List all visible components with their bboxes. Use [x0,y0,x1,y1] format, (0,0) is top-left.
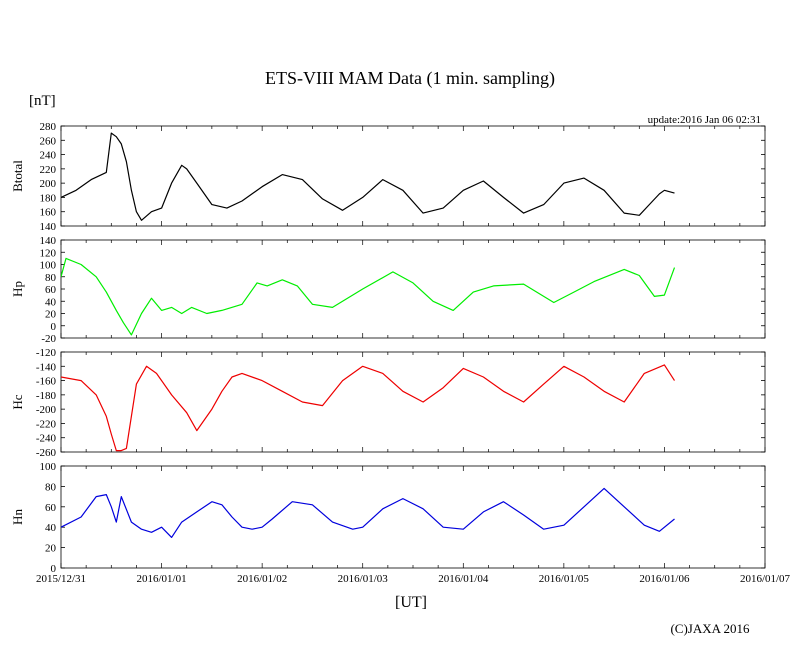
panel-frame [60,239,766,339]
y-tick-label: -140 [36,361,57,373]
y-tick-label: -260 [36,447,57,459]
y-tick-label: 120 [40,247,57,259]
panel-frame [60,125,766,227]
y-tick-label: 80 [45,272,57,284]
x-tick-label: 2016/01/04 [438,573,489,585]
y-tick-label: 20 [45,543,57,555]
y-tick-label: -200 [36,404,57,416]
x-tick-label: 2016/01/05 [539,573,590,585]
x-tick-label: 2016/01/06 [639,573,690,585]
y-tick-label: 260 [40,135,57,147]
panel-hc: -260 -240 -220 -200 -180 -160 -140 -120 Hc [10,347,766,459]
x-tick-label: 2016/01/03 [338,573,389,585]
y-tick-label: -220 [36,418,57,430]
update-timestamp: update:2016 Jan 06 02:31 [648,114,761,126]
y-tick-label: 0 [51,563,57,575]
y-tick-label: 140 [40,235,57,247]
panel-frame [60,465,766,569]
y-tick-label: 280 [40,121,57,133]
y-tick-label: 100 [40,260,57,272]
x-tick-label: 2016/01/01 [137,573,187,585]
y-tick-label: 80 [45,481,57,493]
panel-btotal: 140 160 180 200 220 240 260 280 Btotal [10,121,766,233]
y-tick-label: 200 [40,178,57,190]
y-tick-label: -160 [36,376,57,388]
y-tick-label: -240 [36,433,57,445]
panel-label-hn: Hn [10,509,25,525]
series-line-hc [61,364,676,452]
series-line-hp [61,257,676,336]
y-tick-label: 180 [40,192,57,204]
panel-label-hc: Hc [10,394,25,409]
panel-label-hp: Hp [10,281,25,297]
y-tick-label: -180 [36,390,57,402]
panels: 140160180200220240260280Btotal-200204060… [10,121,766,575]
y-tick-label: -120 [36,347,57,359]
y-tick-label: 140 [40,221,57,233]
x-tick-label: 2016/01/07 [740,573,791,585]
y-tick-label: 40 [45,296,57,308]
chart-title: ETS-VIII MAM Data (1 min. sampling) [265,68,555,89]
unit-label: [nT] [29,93,56,109]
series-line-hn [61,487,675,538]
y-tick-label: 160 [40,207,57,219]
series-line-btotal [61,132,675,221]
x-axis-label: [UT] [395,594,427,611]
y-tick-label: 60 [45,284,57,296]
panel-label-btotal: Btotal [10,160,25,192]
y-tick-label: 240 [40,150,57,162]
panel-hn: 0 20 40 60 80 100 Hn [10,461,766,575]
x-tick-label: 2015/12/31 [36,573,86,585]
y-tick-label: 0 [51,321,57,333]
y-tick-label: 100 [40,461,57,473]
copyright-text: (C)JAXA 2016 [670,621,750,636]
y-tick-label: 20 [45,309,57,321]
y-tick-label: 40 [45,522,57,534]
y-tick-label: 60 [45,502,57,514]
y-tick-label: -20 [41,333,56,345]
y-tick-label: 220 [40,164,57,176]
x-tick-label: 2016/01/02 [237,573,287,585]
x-axis-tick-labels: 2015/12/31 2016/01/01 2016/01/02 2016/01/03… [36,573,791,585]
